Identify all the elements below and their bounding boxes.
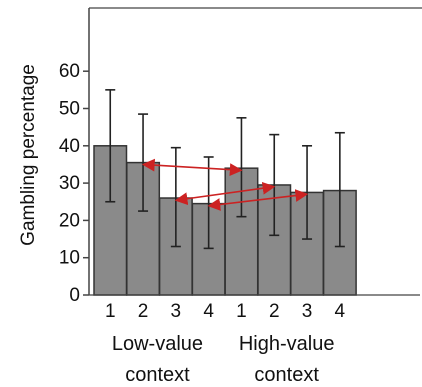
group-label-line2: context: [254, 364, 319, 386]
group-label-line2: context: [125, 364, 190, 386]
bars-layer: [93, 145, 357, 296]
y-axis-title: Gambling percentage: [18, 64, 39, 246]
y-tick-label: 50: [59, 99, 80, 120]
comparison-arrow-1: [141, 158, 243, 177]
axes-layer: [83, 7, 422, 296]
x-tick-label: 1: [236, 301, 247, 322]
group-label-line1: Low-value: [112, 333, 203, 355]
y-tick-label: 20: [59, 210, 80, 231]
y-tick-label: 30: [59, 173, 80, 194]
x-tick-label: 4: [335, 301, 346, 322]
x-tick-label: 1: [105, 301, 116, 322]
group-label-line1: High-value: [239, 333, 335, 355]
comparison-arrow-3: [207, 189, 309, 211]
x-tick-label: 4: [203, 301, 214, 322]
arrows-layer: [141, 158, 309, 211]
x-tick-label: 2: [269, 301, 280, 322]
y-tick-label: 0: [69, 285, 80, 306]
error-bar-1: [105, 89, 116, 203]
x-tick-label: 3: [302, 301, 313, 322]
error-bar-8: [334, 131, 345, 248]
y-tick-label: 60: [59, 61, 80, 82]
x-tick-label: 3: [171, 301, 182, 322]
x-tick-label: 2: [138, 301, 149, 322]
y-tick-label: 40: [59, 136, 80, 157]
y-tick-label: 10: [59, 248, 80, 269]
